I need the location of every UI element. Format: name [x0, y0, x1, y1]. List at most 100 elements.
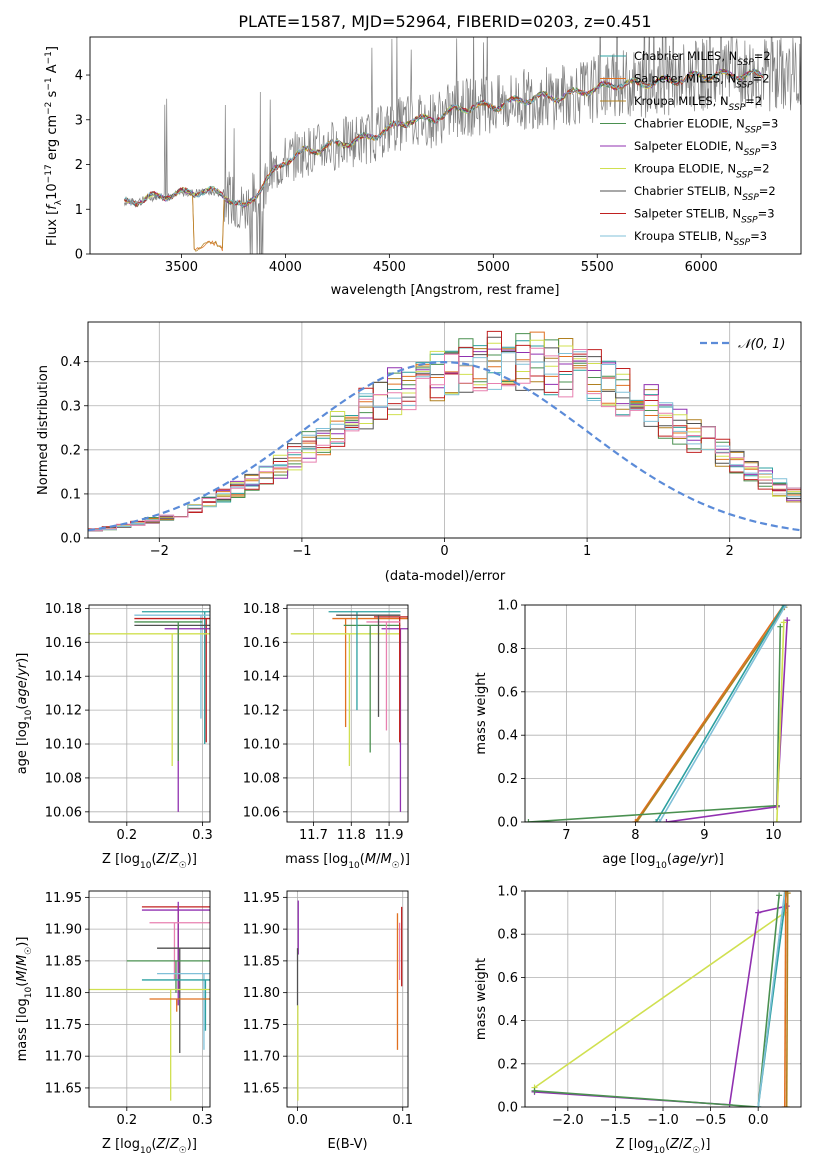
x-axis-label: mass [log10(M/M☉)] — [285, 852, 410, 871]
label-part: 10 — [655, 861, 667, 871]
y-tick-label: 11.75 — [243, 1018, 280, 1033]
y-tick-label: 1.0 — [497, 885, 518, 900]
y-tick-label: 0.8 — [497, 642, 518, 657]
y-axis-label: Normed distribution — [36, 365, 51, 495]
ticks: 0.2 0.3 10.06 10.08 10.10 10.12 10.14 10.16 10.1… — [45, 602, 213, 843]
label-part: M — [15, 955, 30, 966]
y-tick-label: 10.14 — [243, 670, 280, 685]
legend-entry: Chabrier ELODIE, NSSP=3 — [634, 117, 778, 136]
label-part: log — [634, 1137, 654, 1152]
y-tick-label: 0.2 — [497, 1057, 518, 1072]
legend-entry: Salpeter STELIB, NSSP=3 — [634, 207, 775, 226]
label-part: Z [ — [102, 1137, 120, 1152]
plot-area — [525, 605, 791, 822]
model-spectrum — [123, 70, 764, 208]
mass-weight-line — [784, 891, 787, 1107]
label-part: SSP — [734, 238, 751, 248]
label-part: =2 — [759, 184, 776, 198]
label-part: Kroupa MILES, N — [634, 94, 729, 108]
y-tick-label: 3 — [75, 113, 83, 128]
label-part: Z — [156, 852, 167, 867]
label-part: )] — [700, 1137, 710, 1152]
x-tick-label: 0.0 — [287, 1113, 308, 1128]
legend-entry: Salpeter ELODIE, NSSP=3 — [634, 139, 777, 158]
x-tick-label: −1 — [292, 544, 311, 559]
x-tick-label: 0.2 — [116, 1113, 137, 1128]
label-part: / — [15, 965, 30, 970]
label-part: ( — [15, 705, 30, 710]
x-tick-label: 0.3 — [192, 828, 213, 843]
spectrum-panel: 3500 4000 4500 5000 5500 6000 0 1 2 3 4 PLATE=1587,… — [44, 12, 802, 298]
mass-weight-marker — [784, 617, 791, 624]
mass-weight-marker — [531, 1087, 538, 1094]
x-tick-label: 8 — [631, 828, 639, 843]
label-part: ☉ — [692, 1146, 700, 1156]
y-tick-label: 10.08 — [243, 771, 280, 786]
label-part: log — [120, 1137, 140, 1152]
x-tick-label: 0.1 — [392, 1113, 413, 1128]
x-tick-label: 5000 — [477, 260, 510, 275]
label-part: Kroupa ELODIE, N — [634, 162, 736, 176]
label-part: age [ — [602, 852, 635, 867]
mass-weight-line — [666, 620, 788, 822]
label-part: SSP — [736, 81, 753, 91]
x-tick-label: 11.9 — [375, 828, 404, 843]
y-tick-label: 0.0 — [60, 532, 81, 547]
label-part: )] — [714, 852, 724, 867]
x-tick-label: −0.5 — [695, 1113, 727, 1128]
label-part: s — [45, 90, 60, 101]
mass-weight-line — [636, 606, 786, 822]
y-tick-label: 0.1 — [60, 487, 81, 502]
label-part: Salpeter STELIB, N — [634, 207, 741, 221]
label-part: log — [120, 852, 140, 867]
label-part: Salpeter MILES, N — [634, 72, 736, 86]
label-part: ( — [151, 852, 156, 867]
plot-area — [123, 37, 801, 254]
plot-area — [290, 611, 408, 812]
x-tick-label: −1.5 — [600, 1113, 632, 1128]
grid — [525, 604, 801, 823]
mass-weight-line — [658, 605, 787, 822]
label-part: SSP — [741, 216, 758, 226]
y-tick-label: 11.95 — [45, 891, 82, 906]
y-tick-label: 1 — [75, 203, 83, 218]
x-tick-label: 11.8 — [337, 828, 366, 843]
label-part: ☉ — [24, 947, 34, 955]
mass-weight-line — [655, 605, 785, 822]
x-axis-label: Z [log10(Z/Z☉)] — [102, 852, 197, 871]
legend-entry: Kroupa STELIB, NSSP=3 — [634, 229, 767, 248]
mass-weight-marker — [783, 1104, 790, 1107]
axes-frame — [89, 36, 802, 255]
y-tick-label: 10.18 — [243, 602, 280, 617]
label-part: age — [15, 680, 30, 704]
x-tick-label: 6000 — [685, 260, 718, 275]
label-part: 10 — [140, 1146, 152, 1156]
label-part: mass weight — [474, 672, 489, 754]
label-part: f — [45, 203, 60, 210]
normal-curve — [88, 360, 801, 532]
grid — [89, 605, 210, 822]
legend-entry: Chabrier MILES, NSSP=2 — [634, 49, 771, 68]
age-vs-z-panel: 0.2 0.3 10.06 10.08 10.10 10.12 10.14 10.16 10.1… — [15, 602, 213, 871]
label-part: 10 — [653, 1146, 665, 1156]
label-part: −1 — [44, 77, 54, 90]
y-tick-label: 11.95 — [243, 891, 280, 906]
ticks: 0.0 0.1 11.65 11.70 11.75 11.80 11.85 11.90 11.9… — [243, 891, 413, 1128]
y-tick-label: 11.85 — [243, 954, 280, 969]
label-part: log — [15, 721, 30, 741]
y-axis-label: Flux [fλ10−17 erg cm−2 s−1 A−1] — [44, 46, 64, 246]
axes-frame — [286, 604, 409, 823]
plot-area — [531, 891, 791, 1107]
x-axis-label: (data-model)/error — [385, 569, 506, 584]
label-part: 10 — [140, 861, 152, 871]
label-part: 10 — [24, 986, 34, 998]
y-axis-label: mass [log10(M/M☉)] — [15, 937, 34, 1062]
plot-area — [88, 330, 801, 532]
x-tick-label: 11.7 — [299, 828, 328, 843]
label-part: Salpeter ELODIE, N — [634, 139, 744, 153]
y-axis-label: age [log10(age/yr)] — [15, 653, 34, 775]
label-part: / — [696, 852, 701, 867]
x-axis-label: wavelength [Angstrom, rest frame] — [331, 283, 560, 298]
